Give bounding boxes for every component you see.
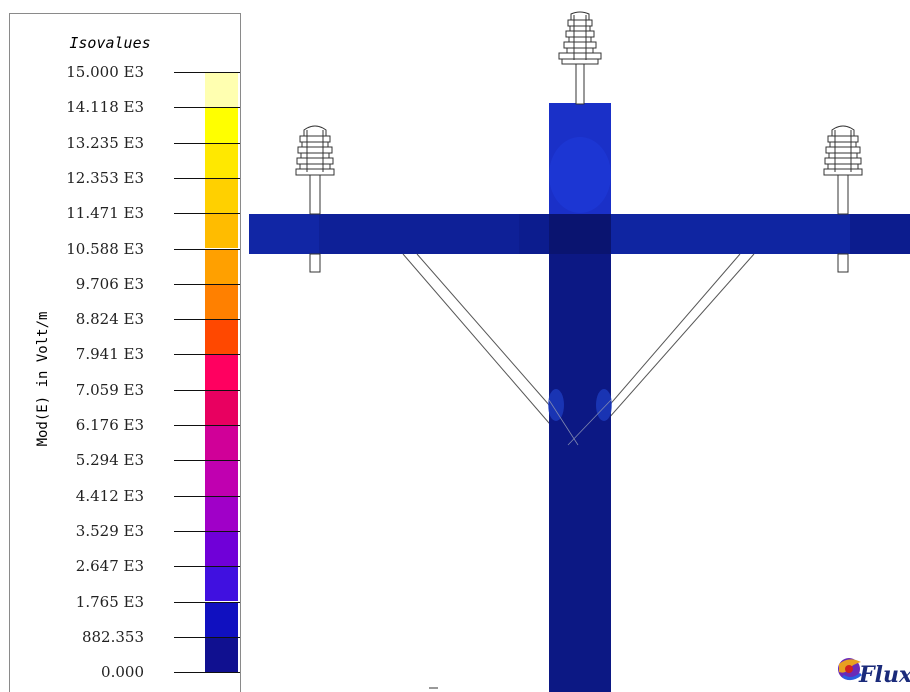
pole-top-glow [549,137,611,213]
legend-value-label: 3.529 E3 [75,521,144,540]
legend-value-label: 8.824 E3 [75,310,144,329]
legend-value-label: 7.059 E3 [75,380,144,399]
isovalues-legend: Isovalues Mod(E) in Volt/m 15.000 E3 14.1… [9,13,241,692]
legend-tick [174,354,240,356]
legend-color-swatch [205,496,238,531]
legend-value-label: 2.647 E3 [75,557,144,576]
legend-color-swatch [205,567,238,602]
legend-value-label: 4.412 E3 [75,486,144,505]
crossarm-highlight-mid [610,214,850,254]
legend-value-label: 7.941 E3 [75,345,144,364]
legend-value-label: 5.294 E3 [75,451,144,470]
crossarm-highlight-midleft [319,214,519,254]
legend-value-label: 9.706 E3 [75,274,144,293]
legend-value-label: 13.235 E3 [66,133,144,152]
legend-tick [174,601,240,603]
legend-title: Isovalues [69,34,151,52]
legend-color-swatch [205,320,238,355]
legend-color-swatch [205,461,238,496]
legend-value-label: 1.765 E3 [75,592,144,611]
legend-value-label: 14.118 E3 [66,98,144,117]
brace-joint-lines [548,399,612,446]
legend-tick [174,72,240,73]
legend-tick [174,460,240,462]
flux-swirl-icon [838,658,862,681]
legend-value-label: 10.588 E3 [66,239,144,258]
legend-color-swatch [205,602,238,637]
legend-value-label: 12.353 E3 [66,168,144,187]
legend-value-label: 11.471 E3 [66,204,144,223]
legend-tick [174,425,240,426]
legend-color-swatch [205,637,238,673]
legend-color-swatch [205,355,238,390]
legend-value-label: 882.353 [81,627,144,646]
brace-joint-right-glow [596,389,612,421]
legend-tick [174,636,240,638]
legend-color-swatch [205,390,238,425]
right-insulator [823,125,863,273]
legend-color-swatch [205,108,238,143]
legend-tick [174,142,240,144]
brace-joint-left-glow [548,389,564,421]
legend-tick [174,248,240,250]
legend-tick [174,177,240,179]
legend-tick [174,672,240,674]
legend-color-swatch [205,426,238,461]
legend-tick [174,283,240,285]
legend-tick [174,107,240,109]
left-insulator [295,125,335,273]
legend-tick [174,530,240,532]
legend-color-swatch [205,284,238,320]
legend-tick [174,495,240,497]
legend-tick [174,319,240,321]
legend-value-label: 0.000 [101,663,144,682]
legend-tick [174,389,240,391]
legend-tick [174,213,240,215]
legend-tick [174,566,240,568]
legend-value-label: 6.176 E3 [75,416,144,434]
legend-value-label: 15.000 E3 [66,63,144,81]
center-insulator [558,11,602,105]
pole-crossarm-joint [549,214,611,254]
legend-color-swatch [205,143,238,178]
flux-logo: Flux [835,652,910,692]
legend-color-swatch [205,214,238,249]
legend-color-swatch [205,73,238,108]
legend-color-swatch [205,531,238,567]
legend-color-swatch [205,178,238,214]
legend-color-swatch [205,249,238,284]
flux-logo-text: Flux [859,662,910,688]
crossarm-highlight-left [249,214,319,254]
